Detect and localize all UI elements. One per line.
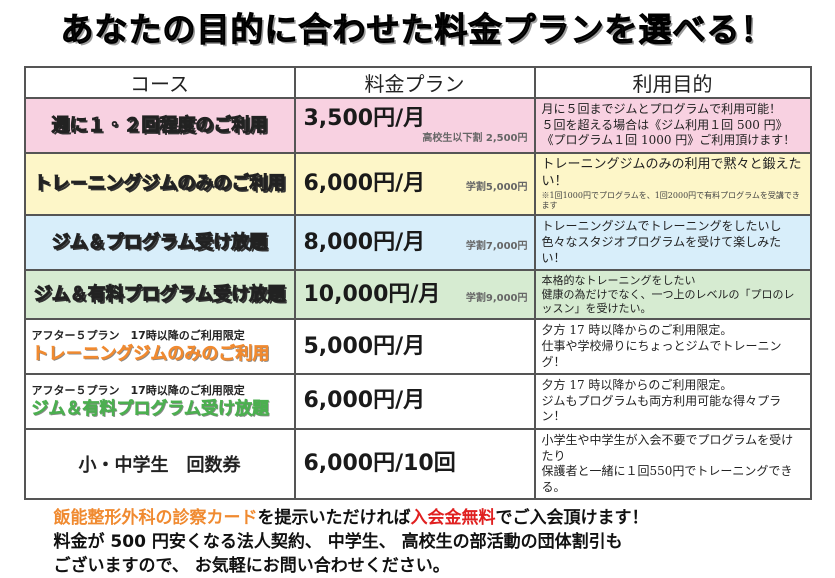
course-name: ジム＆有料プログラム受け放題 (31, 399, 269, 420)
table-row: 小・中学生 回数券 6,000円/10回 小学生や中学生が入会不要でプログラムを… (23, 427, 812, 501)
table-header: コース 料金プラン 利用目的 (23, 66, 812, 99)
header-course: コース (23, 66, 296, 99)
price: 8,000円/月 (303, 229, 426, 255)
table-row: ジム＆プログラム受け放題 8,000円/月 学割7,000円 トレーニングジムでト… (23, 214, 812, 272)
course-name: ジム＆プログラム受け放題 (51, 232, 268, 254)
note: ※1回1000円でプログラムを、1回2000円で有料プログラムを受講できます (541, 190, 800, 210)
discount-price: 学割9,000円 (465, 292, 528, 304)
header-purpose: 利用目的 (533, 66, 812, 99)
price: 3,500円/月 (303, 105, 426, 131)
price: 6,000円/10回 (303, 450, 456, 476)
table-row: アフター５プラン 17時以降のご利用限定 トレ－ニングジムのみのご利用 5,000… (23, 318, 812, 376)
table-row: 週に１・２回程度のご利用 3,500円/月高校生以下割 2,500円 月に５回ま… (23, 97, 812, 154)
footer-text: を提示いただければ (257, 508, 411, 529)
description-line: 仕事や学校帰りにちょっとジムでトレーニング！ (541, 338, 782, 369)
description-line: 小学生や中学生が入会不要でプログラムを受けたり (541, 432, 794, 463)
pricing-table: コース 料金プラン 利用目的 週に１・２回程度のご利用 3,500円/月高校生以… (23, 66, 812, 501)
plan-label: アフター５プラン 17時以降のご利用限定 (31, 329, 245, 343)
description-line: トレーニングジムのみの利用で黙々と鍛えたい！ (541, 156, 802, 189)
plan-label: アフター５プラン 17時以降のご利用限定 (31, 383, 245, 397)
description-line: ５回を超える場合は《ジム利用１回 500 円》 (541, 117, 788, 132)
course-name: トレ－ニングジムのみのご利用 (31, 344, 270, 365)
description-line: 保護者と一緒に１回550円でトレーニングできる。 (541, 464, 793, 494)
description-line: 健康の為だけでなく、一つ上のレベルの「プロのレッスン」を受けたい。 (541, 287, 795, 315)
description-line: ジムもプログラムも両方利用可能な得々プラン！ (541, 393, 782, 424)
discount-price: 学割7,000円 (465, 240, 528, 252)
description-line: 夕方 17 時以降からのご利用限定。 (541, 378, 733, 393)
table-row: ジム＆有料プログラム受け放題 10,000円/月 学割9,000円 本格的なトレー… (23, 269, 812, 321)
footer-line: ございますので、 お気軽にお問い合わせください。 (53, 556, 450, 577)
table-row: アフター５プラン 17時以降のご利用限定ジム＆有料プログラム受け放題 6,000… (23, 373, 812, 430)
description-line: 本格的なトレーニングをしたい (541, 274, 696, 288)
footer-notice: 飯能整形外科の診察カードを提示いただければ入会金無料でご入会頂けます！ 料金が … (24, 506, 812, 578)
description-line: 色々なスタジオプログラムを受けて楽しみたい！ (541, 234, 782, 265)
discount-price: 学割5,000円 (465, 181, 528, 193)
course-name: 週に１・２回程度のご利用 (51, 114, 268, 136)
price: 5,000円/月 (303, 333, 426, 359)
footer-line: 料金が 500 円安くなる法人契約、 中学生、 高校生の部活動の団体割引も (53, 532, 623, 553)
header-price: 料金プラン (293, 66, 536, 99)
discount-price: 高校生以下割 2,500円 (422, 133, 528, 145)
description-line: 月に５回までジムとプログラムで利用可能！ (541, 102, 782, 116)
price: 10,000円/月 (303, 281, 441, 307)
description-line: 夕方 17 時以降からのご利用限定。 (541, 323, 733, 338)
page-title: あなたの目的に合わせた料金プランを選べる！ (60, 10, 775, 50)
price: 6,000円/月 (303, 170, 426, 196)
footer-text: でご入会頂けます！ (495, 508, 649, 529)
table-row: トレ－ニングジムのみのご利用 6,000円/月 学割5,000円 トレーニングジム… (23, 151, 812, 217)
course-name: ジム＆有料プログラム受け放題 (33, 284, 286, 306)
price: 6,000円/月 (303, 388, 426, 414)
description-line: 《プログラム１回 1000 円》ご利用頂けます！ (541, 133, 796, 148)
course-name: 小・中学生 回数券 (78, 455, 241, 477)
description-line: トレーニングジムでトレーニングをしたいし (541, 219, 782, 234)
free-enrollment-text: 入会金無料 (410, 508, 496, 529)
clinic-card-text: 飯能整形外科の診察カード (53, 508, 258, 529)
course-name: トレ－ニングジムのみのご利用 (33, 173, 286, 195)
